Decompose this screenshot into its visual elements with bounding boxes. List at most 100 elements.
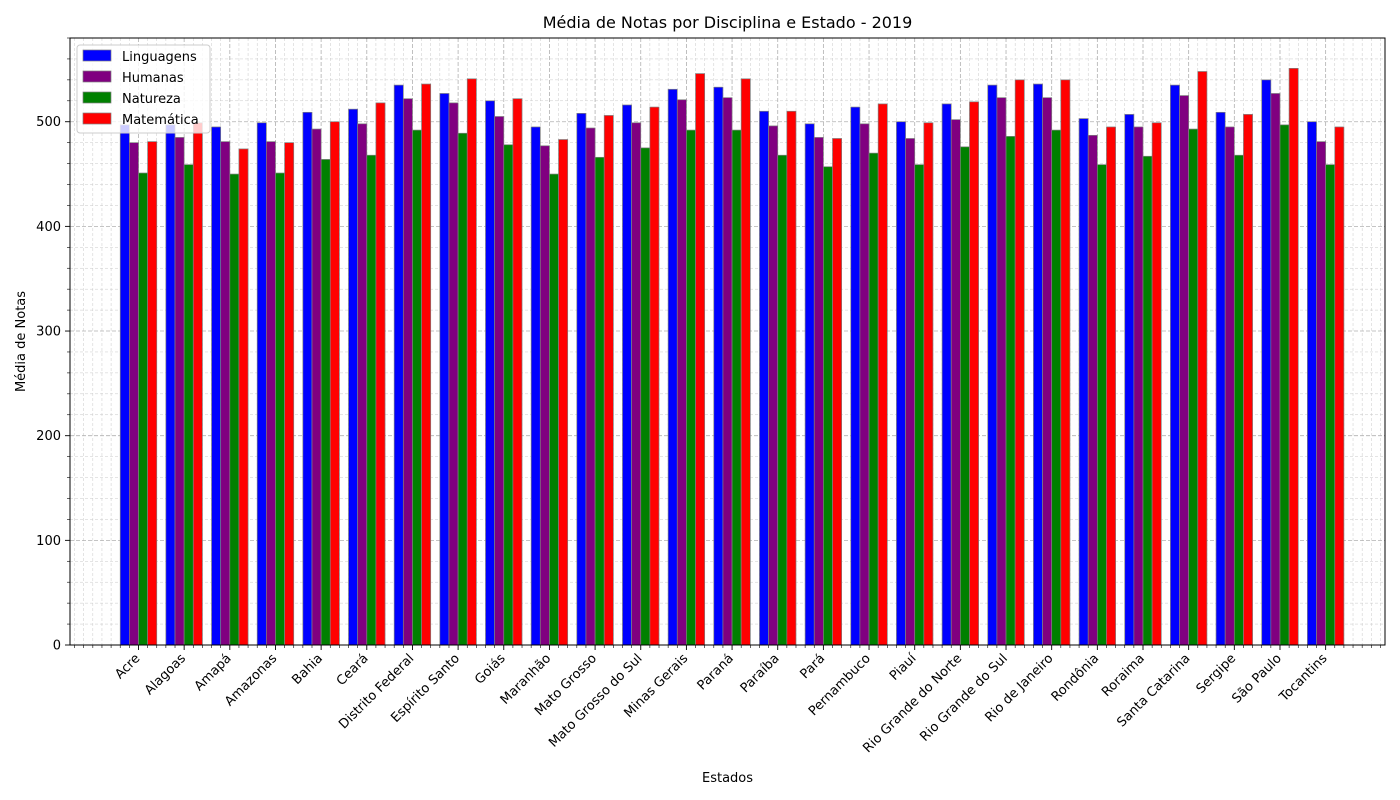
- bar-natureza-14: [777, 154, 788, 646]
- bar-matemtica-0: [147, 141, 158, 646]
- bar-matemtica-4: [329, 121, 340, 646]
- bar-linguagens-9: [530, 126, 541, 646]
- bar-matemtica-16: [877, 103, 888, 646]
- bar-humanas-1: [174, 137, 185, 646]
- bar-matemtica-20: [1060, 79, 1071, 646]
- bar-humanas-5: [357, 123, 368, 646]
- bar-linguagens-8: [485, 100, 495, 646]
- bar-linguagens-19: [987, 84, 998, 646]
- bar-natureza-5: [366, 154, 377, 646]
- legend-swatch: [82, 112, 112, 125]
- bar-linguagens-4: [302, 111, 313, 646]
- bar-matemtica-6: [421, 83, 432, 646]
- bar-matemtica-11: [649, 106, 660, 646]
- y-tick-label: 0: [53, 639, 61, 654]
- x-tick-label: Goiás: [472, 651, 508, 687]
- bar-humanas-10: [585, 127, 596, 646]
- bar-linguagens-1: [165, 124, 176, 646]
- x-tick-label: Amapá: [192, 651, 235, 694]
- bar-linguagens-22: [1124, 114, 1135, 646]
- bar-humanas-21: [1087, 134, 1098, 646]
- bar-matemtica-18: [969, 101, 979, 646]
- bar-matemtica-25: [1288, 67, 1299, 646]
- bar-natureza-20: [1051, 129, 1062, 646]
- bar-natureza-21: [1096, 164, 1107, 646]
- bar-matemtica-26: [1334, 126, 1345, 646]
- bar-linguagens-25: [1261, 79, 1272, 646]
- bar-linguagens-16: [850, 106, 861, 646]
- bar-linguagens-17: [896, 121, 906, 646]
- bar-natureza-15: [823, 166, 833, 646]
- bar-humanas-17: [905, 138, 916, 646]
- bar-matemtica-22: [1151, 122, 1162, 646]
- bar-humanas-24: [1224, 126, 1235, 646]
- bar-natureza-13: [731, 129, 742, 646]
- bar-humanas-8: [494, 116, 505, 646]
- x-tick-label: Pará: [797, 651, 828, 682]
- x-tick-label: Alagoas: [142, 651, 189, 698]
- bar-matemtica-1: [192, 122, 203, 646]
- bar-linguagens-11: [622, 104, 632, 646]
- bar-humanas-12: [676, 99, 687, 646]
- bar-natureza-24: [1233, 154, 1244, 646]
- bar-matemtica-19: [1014, 79, 1025, 646]
- bar-humanas-19: [996, 97, 1007, 646]
- bar-natureza-23: [1188, 128, 1199, 646]
- bar-linguagens-3: [256, 122, 267, 646]
- bar-matemtica-23: [1197, 71, 1208, 646]
- bar-matemtica-8: [512, 98, 523, 646]
- x-tick-label: Sergipe: [1194, 651, 1240, 697]
- bar-humanas-0: [129, 142, 139, 646]
- bar-linguagens-14: [759, 110, 769, 646]
- bar-linguagens-13: [713, 86, 724, 646]
- y-tick-label: 100: [36, 534, 61, 549]
- bar-linguagens-12: [667, 88, 678, 646]
- bar-natureza-2: [229, 173, 240, 646]
- bar-matemtica-12: [695, 73, 706, 646]
- bar-natureza-17: [914, 164, 925, 646]
- bar-humanas-3: [265, 141, 276, 646]
- bar-natureza-3: [275, 172, 285, 646]
- bar-natureza-0: [138, 172, 148, 646]
- bar-natureza-8: [503, 144, 514, 646]
- bar-linguagens-20: [1033, 83, 1043, 646]
- bar-linguagens-18: [941, 103, 952, 646]
- x-tick-label: Paraíba: [738, 651, 783, 696]
- x-tick-label: São Paulo: [1229, 651, 1284, 706]
- y-tick-label: 400: [36, 220, 61, 235]
- bar-humanas-15: [813, 137, 824, 646]
- legend-swatch: [82, 70, 112, 83]
- legend-label: Matemática: [122, 113, 199, 128]
- legend-swatch: [82, 91, 112, 104]
- x-tick-label: Tocantins: [1276, 651, 1330, 705]
- bar-linguagens-6: [393, 84, 404, 646]
- bar-linguagens-15: [804, 123, 815, 646]
- bar-humanas-7: [448, 102, 459, 646]
- legend-swatch: [82, 49, 112, 62]
- bar-linguagens-5: [348, 108, 359, 646]
- bar-natureza-22: [1142, 155, 1153, 646]
- bar-linguagens-21: [1078, 118, 1089, 646]
- x-axis-label: Estados: [702, 771, 753, 786]
- x-tick-label: Acre: [112, 651, 143, 682]
- bar-matemtica-13: [740, 78, 751, 646]
- bar-humanas-6: [402, 98, 413, 646]
- bar-matemtica-9: [558, 139, 569, 646]
- bar-natureza-11: [640, 147, 651, 646]
- plot-frame: [69, 37, 1386, 646]
- bar-natureza-19: [1005, 136, 1016, 646]
- legend-label: Humanas: [122, 71, 184, 86]
- bar-linguagens-7: [439, 93, 450, 646]
- bar-linguagens-10: [576, 113, 587, 646]
- bar-matemtica-17: [923, 122, 934, 646]
- bar-matemtica-3: [284, 142, 295, 646]
- x-tick-label: Ceará: [334, 651, 372, 689]
- bar-matemtica-21: [1106, 126, 1116, 646]
- y-tick-label: 500: [36, 115, 61, 130]
- bar-natureza-12: [686, 129, 696, 646]
- bar-matemtica-2: [238, 148, 249, 646]
- bar-humanas-22: [1133, 126, 1144, 646]
- bar-linguagens-2: [211, 126, 222, 646]
- bar-natureza-26: [1325, 164, 1336, 646]
